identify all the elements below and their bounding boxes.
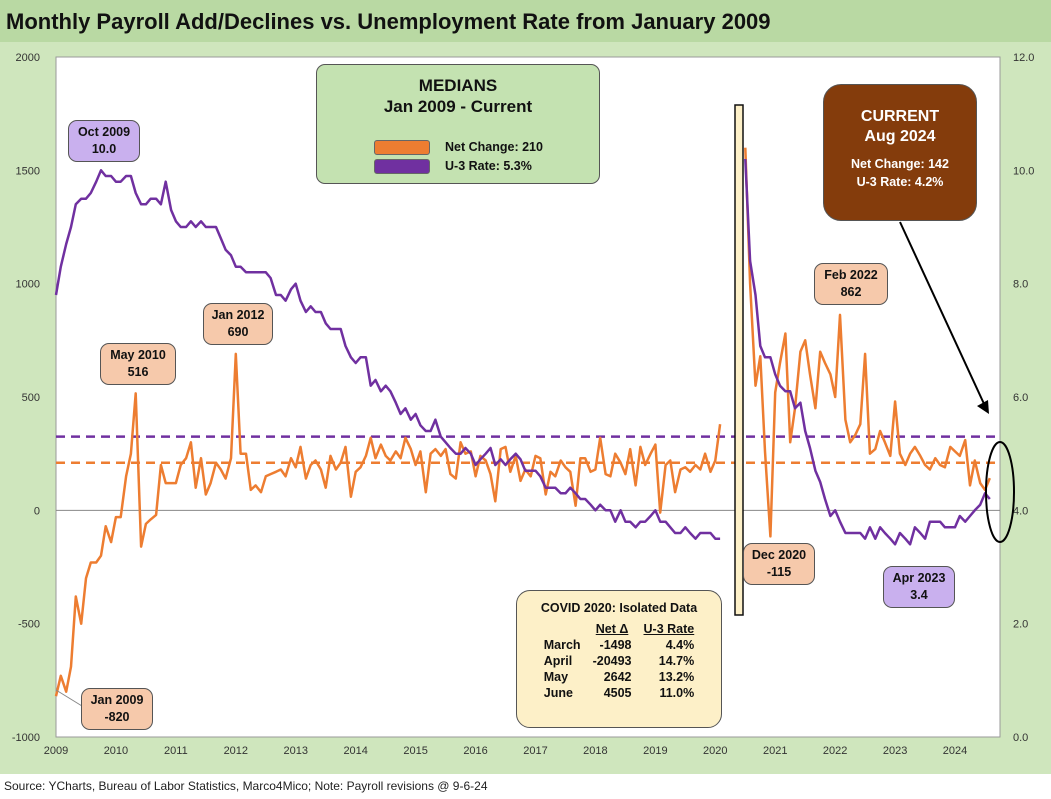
y-left-tick-label: 0 (34, 505, 40, 517)
x-tick-label: 2020 (703, 745, 727, 757)
covid-header (538, 621, 587, 637)
callout-pointer (55, 689, 83, 707)
current-box: CURRENT Aug 2024 Net Change: 142 U-3 Rat… (823, 84, 977, 221)
callout-dec-2020: Dec 2020 -115 (743, 543, 815, 585)
covid-box: COVID 2020: Isolated Data Net Δ U-3 Rate… (516, 590, 722, 728)
chart-title: Monthly Payroll Add/Declines vs. Unemplo… (6, 9, 771, 34)
y-right-tick-label: 6.0 (1013, 392, 1028, 404)
current-arrow (899, 221, 986, 407)
x-tick-label: 2009 (44, 745, 68, 757)
net-change-line (744, 147, 991, 538)
x-tick-label: 2010 (104, 745, 128, 757)
x-tick-label: 2018 (583, 745, 607, 757)
x-tick-label: 2024 (943, 745, 967, 757)
y-left-tick-label: 500 (22, 392, 40, 404)
y-right-tick-label: 10.0 (1013, 165, 1034, 177)
medians-subtitle: Jan 2009 - Current (383, 97, 533, 116)
covid-header: U-3 Rate (643, 622, 695, 636)
callout-line: 516 (127, 365, 149, 379)
covid-cell: 11.0% (659, 686, 695, 700)
u3-rate-line (54, 169, 721, 540)
x-tick-label: 2012 (224, 745, 248, 757)
y-right-tick-label: 0.0 (1013, 732, 1028, 744)
y-left-tick-label: -500 (18, 619, 40, 631)
x-tick-label: 2023 (883, 745, 907, 757)
covid-table: Net Δ U-3 Rate March -1498 4.4% April -2… (538, 621, 700, 701)
callout-line: 3.4 (910, 588, 928, 602)
legend-net-change-swatch (374, 140, 430, 155)
covid-cell: June (543, 686, 573, 700)
medians-title: MEDIANS (418, 76, 498, 95)
y-left-tick-label: 2000 (16, 52, 40, 64)
covid-row: May 2642 13.2% (538, 669, 700, 685)
callout-line: -820 (104, 710, 130, 724)
callout-feb-2022: Feb 2022 862 (814, 263, 888, 305)
current-arrow-head (977, 400, 989, 414)
x-tick-label: 2015 (403, 745, 427, 757)
callout-jan-2009: Jan 2009 -820 (81, 688, 153, 730)
current-highlight-ellipse (985, 441, 1015, 543)
y-right-tick-label: 8.0 (1013, 279, 1028, 291)
covid-row: June 4505 11.0% (538, 685, 700, 701)
y-left-tick-label: 1500 (16, 165, 40, 177)
source-note: Source: YCharts, Bureau of Labor Statist… (4, 779, 488, 793)
callout-oct-2009: Oct 2009 10.0 (68, 120, 140, 162)
covid-cell: 2642 (603, 670, 632, 684)
covid-title: COVID 2020: Isolated Data (540, 601, 698, 615)
callout-line: 862 (840, 285, 862, 299)
covid-cell: 13.2% (658, 670, 695, 684)
covid-cell: 14.7% (658, 654, 695, 668)
covid-cell: 4505 (603, 686, 632, 700)
x-tick-label: 2014 (343, 745, 367, 757)
medians-box: MEDIANS Jan 2009 - Current Net Change: 2… (316, 64, 600, 184)
y-right-tick-label: 12.0 (1013, 52, 1034, 64)
covid-row: April -20493 14.7% (538, 653, 700, 669)
covid-cell: March (543, 638, 581, 652)
x-tick-label: 2022 (823, 745, 847, 757)
covid-cell: -1498 (599, 638, 632, 652)
current-title: CURRENT (860, 108, 940, 125)
current-net-change: Net Change: 142 (851, 157, 949, 171)
callout-line: Dec 2020 (751, 548, 807, 562)
legend-u3-label: U-3 Rate: 5.3% (445, 159, 532, 173)
u3-rate-line (744, 158, 991, 546)
y-left-tick-label: 1000 (16, 279, 40, 291)
callout-apr-2023: Apr 2023 3.4 (883, 566, 955, 608)
covid-header: Net Δ (595, 622, 629, 636)
covid-cell: 4.4% (665, 638, 695, 652)
callout-line: Feb 2022 (824, 268, 878, 282)
covid-cell: -20493 (592, 654, 632, 668)
callout-line: Oct 2009 (77, 125, 131, 139)
callout-line: Jan 2012 (211, 308, 265, 322)
y-right-tick-label: 2.0 (1013, 619, 1028, 631)
callout-line: 10.0 (91, 142, 117, 156)
y-left-tick-label: -1000 (12, 732, 40, 744)
current-u3: U-3 Rate: 4.2% (856, 175, 944, 189)
legend-net-change-label: Net Change: 210 (445, 140, 543, 154)
x-tick-label: 2019 (643, 745, 667, 757)
callout-line: -115 (766, 565, 792, 579)
current-subtitle: Aug 2024 (864, 128, 936, 145)
y-right-tick-label: 4.0 (1013, 505, 1028, 517)
title-bar: Monthly Payroll Add/Declines vs. Unemplo… (0, 0, 1051, 42)
x-tick-label: 2017 (523, 745, 547, 757)
covid-row: March -1498 4.4% (538, 637, 700, 653)
callout-line: Apr 2023 (892, 571, 946, 585)
callout-line: May 2010 (110, 348, 166, 362)
callout-line: 690 (227, 325, 249, 339)
covid-cell: May (543, 670, 569, 684)
x-tick-label: 2011 (164, 745, 188, 757)
callout-may-2010: May 2010 516 (100, 343, 176, 385)
legend-u3-swatch (374, 159, 430, 174)
callout-jan-2012: Jan 2012 690 (203, 303, 273, 345)
covid-cell: April (543, 654, 573, 668)
x-tick-label: 2016 (463, 745, 487, 757)
x-tick-label: 2021 (763, 745, 787, 757)
callout-line: Jan 2009 (90, 693, 144, 707)
covid-header-row: Net Δ U-3 Rate (538, 621, 700, 637)
net-change-line (54, 352, 722, 697)
covid-gap-bar (734, 104, 744, 616)
x-tick-label: 2013 (284, 745, 308, 757)
